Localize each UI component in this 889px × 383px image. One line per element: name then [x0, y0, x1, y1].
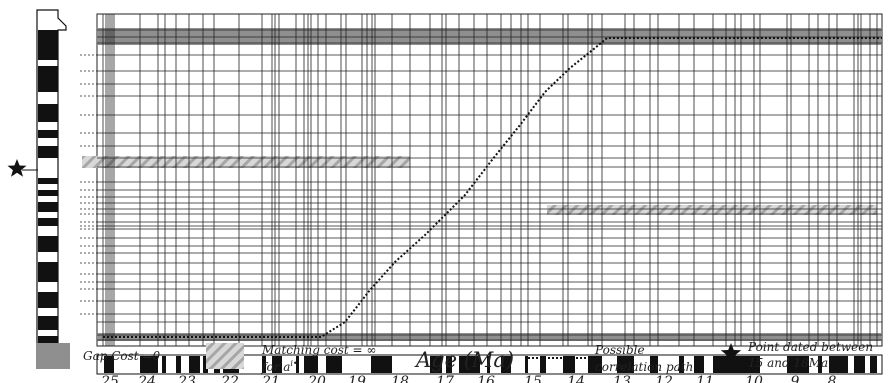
column-black-band — [38, 236, 58, 252]
polarity-black-band — [713, 356, 760, 373]
path-label-2: correlation path — [595, 360, 693, 374]
polarity-black-band — [540, 356, 546, 373]
column-black-band — [38, 218, 58, 226]
path-label: Possible — [594, 343, 645, 357]
axis-tick-label: 9 — [791, 374, 800, 383]
polarity-black-band — [296, 356, 299, 373]
axis-tick-label: 24 — [137, 374, 156, 383]
axis-tick-label: 25 — [100, 374, 119, 383]
star-icon — [7, 159, 27, 177]
polarity-black-band — [870, 356, 877, 373]
polarity-black-band — [140, 356, 158, 373]
column-black-band — [38, 190, 58, 196]
polarity-black-band — [430, 356, 442, 373]
axis-tick-label: 18 — [391, 374, 409, 383]
axis-tick-label: 17 — [436, 374, 454, 383]
polarity-black-band — [525, 356, 528, 373]
column-black-band — [38, 104, 58, 122]
star-label: Point dated between — [747, 340, 873, 354]
axis-tick-label: 13 — [613, 374, 631, 383]
polarity-black-band — [162, 356, 166, 373]
column-black-band — [38, 316, 58, 330]
polarity-black-band — [679, 356, 684, 373]
polarity-black-band — [446, 356, 452, 373]
polarity-black-band — [563, 356, 575, 373]
matching-cost-band-right — [547, 205, 877, 215]
column-black-band — [38, 146, 58, 158]
matching-cost-label-2: for ai• — [261, 359, 298, 374]
axis-tick-label: 14 — [567, 374, 585, 383]
polarity-black-band — [650, 356, 658, 373]
column-black-band — [38, 178, 58, 184]
axis-tick-label: 20 — [307, 374, 326, 383]
gap-cost-label: Gap Cost =0 — [83, 349, 160, 363]
axis-tick-label: 23 — [177, 374, 196, 383]
hatch-swatch-icon — [206, 343, 244, 369]
polarity-black-band — [189, 356, 200, 373]
axis-tick-label: 16 — [477, 374, 495, 383]
gap-cost-band-bottom — [97, 333, 882, 341]
star-icon — [720, 343, 742, 362]
stratigraphic-column — [7, 9, 67, 354]
column-black-band — [38, 130, 58, 138]
polarity-black-band — [588, 356, 602, 373]
age-axis: 25 24 23 22 21 20 19 18 17 16 15 14 13 12 11 10 9 8 — [100, 374, 836, 383]
polarity-black-band — [617, 356, 634, 373]
axis-tick-label: 15 — [524, 374, 542, 383]
polarity-black-band — [829, 356, 848, 373]
column-black-band — [38, 262, 58, 282]
star-label-2: 15 and 18Ma — [748, 356, 828, 370]
polarity-black-band — [371, 356, 392, 373]
matching-cost-label: Matching cost = ∞ — [261, 343, 376, 357]
polarity-black-band — [459, 356, 480, 373]
polarity-black-band — [176, 356, 181, 373]
polarity-black-band — [304, 356, 318, 373]
axis-tick-label: 22 — [220, 374, 239, 383]
axis-tick-label: 8 — [828, 374, 837, 383]
gap-cost-band-top — [97, 28, 882, 45]
correlation-grid — [80, 13, 883, 347]
correlation-path — [103, 37, 882, 338]
polarity-black-band — [262, 356, 266, 373]
column-black-band — [38, 66, 58, 92]
column-black-band — [38, 292, 58, 308]
matching-cost-band-left — [82, 156, 410, 168]
polarity-black-band — [501, 356, 511, 373]
polarity-black-band — [326, 356, 342, 373]
axis-tick-label: 10 — [745, 374, 763, 383]
polarity-black-band — [787, 356, 809, 373]
polarity-black-band — [818, 356, 822, 373]
column-black-band — [38, 202, 58, 212]
axis-tick-label: 21 — [261, 374, 280, 383]
axis-title: Age (Ma) — [414, 348, 514, 372]
column-black-band — [38, 30, 58, 60]
axis-tick-label: 12 — [655, 374, 673, 383]
axis-tick-label: 19 — [348, 374, 366, 383]
column-black-band — [38, 336, 58, 344]
polarity-black-band — [272, 356, 282, 373]
polarity-black-band — [854, 356, 865, 373]
polarity-black-band — [487, 356, 490, 373]
axis-tick-label: 11 — [696, 374, 714, 383]
polarity-black-band — [694, 356, 704, 373]
polarity-black-band — [203, 356, 208, 373]
gap-cost-swatch — [36, 343, 70, 369]
polarity-black-band — [104, 356, 114, 373]
legend: Gap Cost =0 Matching cost = ∞ for ai• Ag… — [36, 340, 873, 374]
